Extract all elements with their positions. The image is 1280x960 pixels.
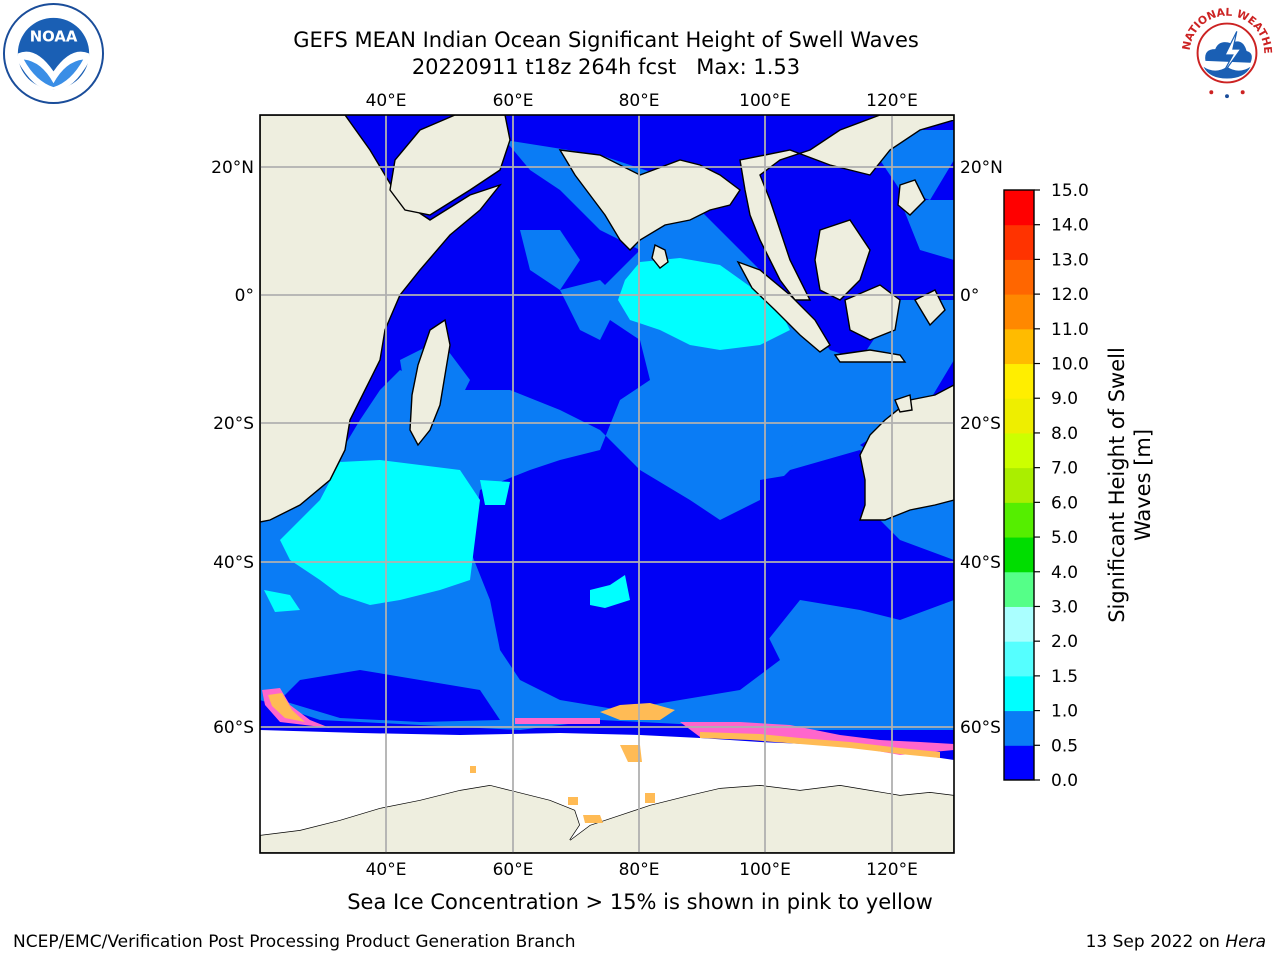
lat-label-left: 20°S [213,414,254,434]
lon-label-bottom: 60°E [493,860,534,880]
footer-credit: NCEP/EMC/Verification Post Processing Pr… [13,932,576,952]
lat-label-right: 0° [960,286,979,306]
lat-label-left: 60°S [213,718,254,738]
footer-date: 13 Sep 2022 on [1085,932,1226,952]
lat-label-left: 0° [235,286,254,306]
lon-label-bottom: 120°E [866,860,918,880]
lat-label-left: 20°N [211,158,254,178]
lat-label-right: 60°S [960,718,1001,738]
lat-label-right: 40°S [960,553,1001,573]
lon-label-top: 120°E [866,91,918,111]
land-masses [260,115,954,853]
footer-timestamp: 13 Sep 2022 on Hera [1086,932,1266,952]
lon-label-top: 100°E [739,91,791,111]
swell-band-1.0-1.5 [264,258,790,612]
lon-label-bottom: 40°E [366,860,407,880]
sea-ice-note: Sea Ice Concentration > 15% is shown in … [347,890,933,914]
swell-band-0.0-0.5 [280,470,860,722]
lat-label-left: 40°S [213,553,254,573]
noaa-logo: NOAA [2,2,105,105]
lat-label-right: 20°N [960,158,1003,178]
footer-machine: Hera [1225,932,1266,952]
map-gridlines [260,115,954,853]
map-frame [259,114,955,854]
sea-ice-edge [262,688,954,823]
lon-label-bottom: 80°E [619,860,660,880]
lon-label-top: 60°E [493,91,534,111]
svg-text:NOAA: NOAA [30,28,78,46]
lon-label-top: 40°E [366,91,407,111]
lon-label-top: 80°E [619,91,660,111]
sea-ice-area [260,730,954,840]
nws-logo: NATIONAL WEATHER SERVICE [1176,2,1277,103]
lat-label-right: 20°S [960,414,1001,434]
chart-subtitle: 20220911 t18z 264h fcst Max: 1.53 [411,55,801,79]
chart-title: GEFS MEAN Indian Ocean Significant Heigh… [293,28,919,52]
lon-label-bottom: 100°E [739,860,791,880]
